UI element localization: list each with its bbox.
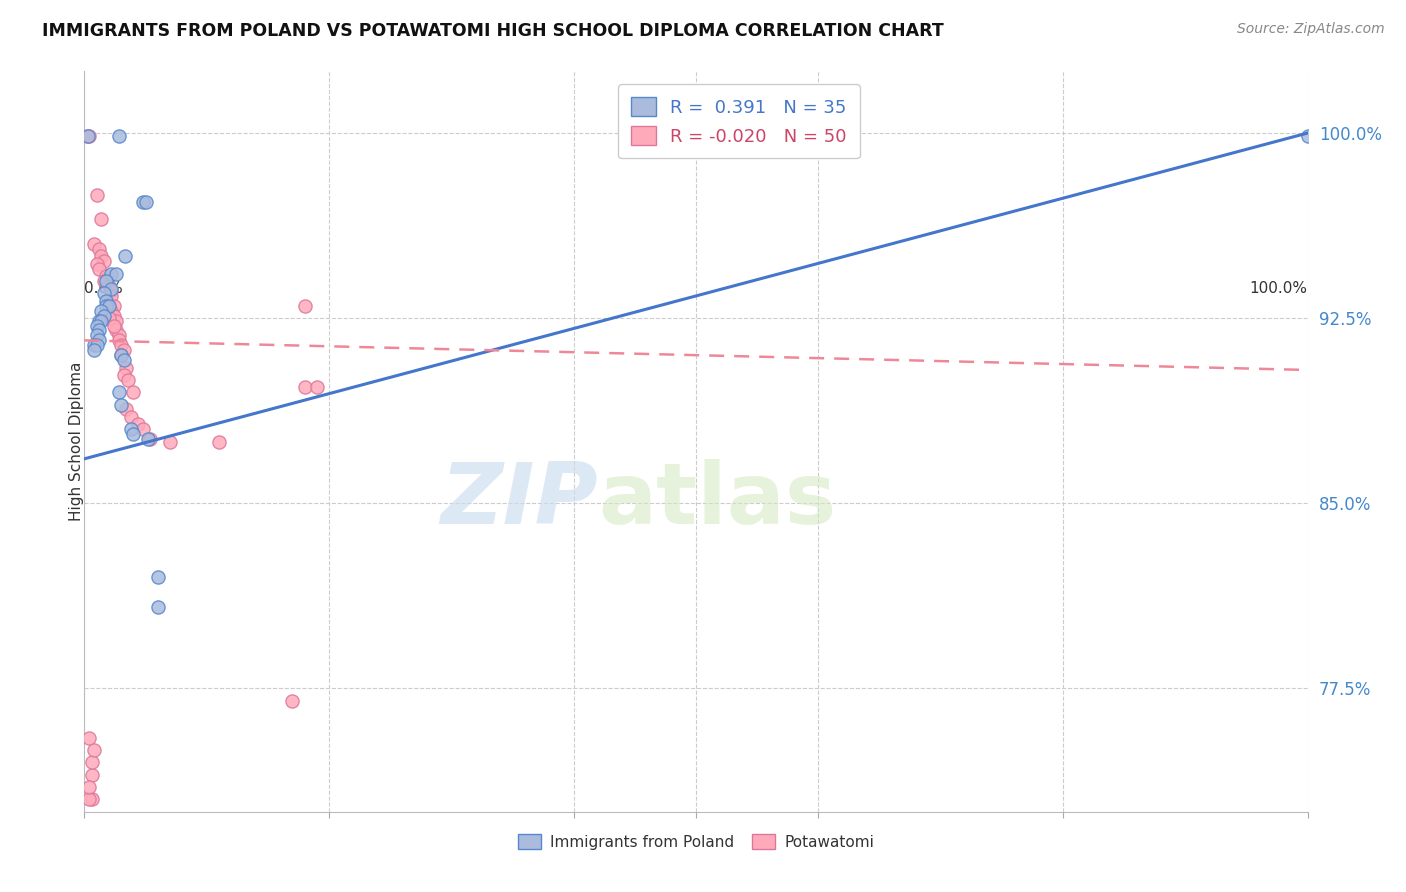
Point (114, 249, 136, 263)
Point (103, 309, 125, 323)
Y-axis label: High School Diploma: High School Diploma (69, 362, 83, 521)
Point (110, 348, 132, 362)
Text: Source: ZipAtlas.com: Source: ZipAtlas.com (1237, 22, 1385, 37)
Point (100, 281, 122, 295)
Point (294, 299, 316, 313)
Point (76, 128, 98, 143)
Text: 100.0%: 100.0% (1250, 281, 1308, 296)
Point (1296, 128, 1319, 143)
Point (115, 402, 138, 417)
Point (135, 195, 157, 210)
Point (86, 257, 108, 271)
Point (159, 434, 181, 449)
Text: atlas: atlas (598, 459, 837, 542)
Point (77, 780, 100, 794)
Point (112, 353, 135, 368)
Point (110, 338, 132, 352)
Point (87, 334, 110, 348)
Text: IMMIGRANTS FROM POLAND VS POTAWATOMI HIGH SCHOOL DIPLOMA CORRELATION CHART: IMMIGRANTS FROM POLAND VS POTAWATOMI HIG… (42, 22, 943, 40)
Point (93, 254, 115, 268)
Legend: Immigrants from Poland, Potawatomi: Immigrants from Poland, Potawatomi (512, 828, 880, 856)
Point (120, 422, 142, 436)
Point (93, 274, 115, 288)
Point (103, 299, 125, 313)
Point (97, 301, 120, 316)
Point (93, 286, 115, 301)
Point (107, 334, 129, 348)
Point (112, 368, 135, 382)
Point (80, 767, 103, 781)
Point (90, 212, 112, 227)
Point (122, 385, 145, 400)
Point (86, 318, 108, 333)
Point (96, 274, 118, 288)
Point (87, 323, 110, 337)
Point (97, 299, 120, 313)
Point (87, 242, 110, 256)
Point (90, 303, 112, 318)
Point (96, 293, 118, 308)
Point (294, 380, 316, 394)
Point (112, 343, 135, 358)
Point (83, 338, 105, 352)
Point (86, 187, 108, 202)
Text: ZIP: ZIP (440, 459, 598, 542)
Point (146, 570, 169, 584)
Point (90, 249, 112, 263)
Point (105, 313, 128, 327)
Point (139, 432, 162, 446)
Point (100, 303, 122, 318)
Point (132, 422, 155, 436)
Point (96, 269, 118, 284)
Point (83, 343, 105, 358)
Text: 0.0%: 0.0% (84, 281, 124, 296)
Point (77, 128, 100, 143)
Point (77, 128, 100, 143)
Point (107, 328, 129, 343)
Point (107, 128, 129, 143)
Point (87, 313, 110, 327)
Point (100, 267, 122, 281)
Point (90, 313, 112, 327)
Point (136, 432, 159, 446)
Point (110, 348, 132, 362)
Point (77, 731, 100, 745)
Point (86, 338, 108, 352)
Point (115, 360, 138, 375)
Point (83, 743, 105, 757)
Point (80, 756, 103, 770)
Point (100, 284, 122, 298)
Point (103, 318, 125, 333)
Point (120, 409, 142, 424)
Point (146, 599, 169, 614)
Point (86, 328, 108, 343)
Point (97, 279, 120, 293)
Point (107, 385, 129, 400)
Point (281, 693, 304, 707)
Point (117, 373, 139, 387)
Point (122, 427, 145, 442)
Point (80, 792, 103, 806)
Point (87, 261, 110, 276)
Point (83, 237, 105, 252)
Point (305, 380, 328, 394)
Point (96, 299, 118, 313)
Point (105, 323, 128, 337)
Point (132, 195, 155, 210)
Point (127, 417, 149, 432)
Point (97, 311, 120, 326)
Point (77, 792, 100, 806)
Point (208, 434, 231, 449)
Point (100, 289, 122, 303)
Point (93, 309, 115, 323)
Point (105, 267, 128, 281)
Point (110, 397, 132, 411)
